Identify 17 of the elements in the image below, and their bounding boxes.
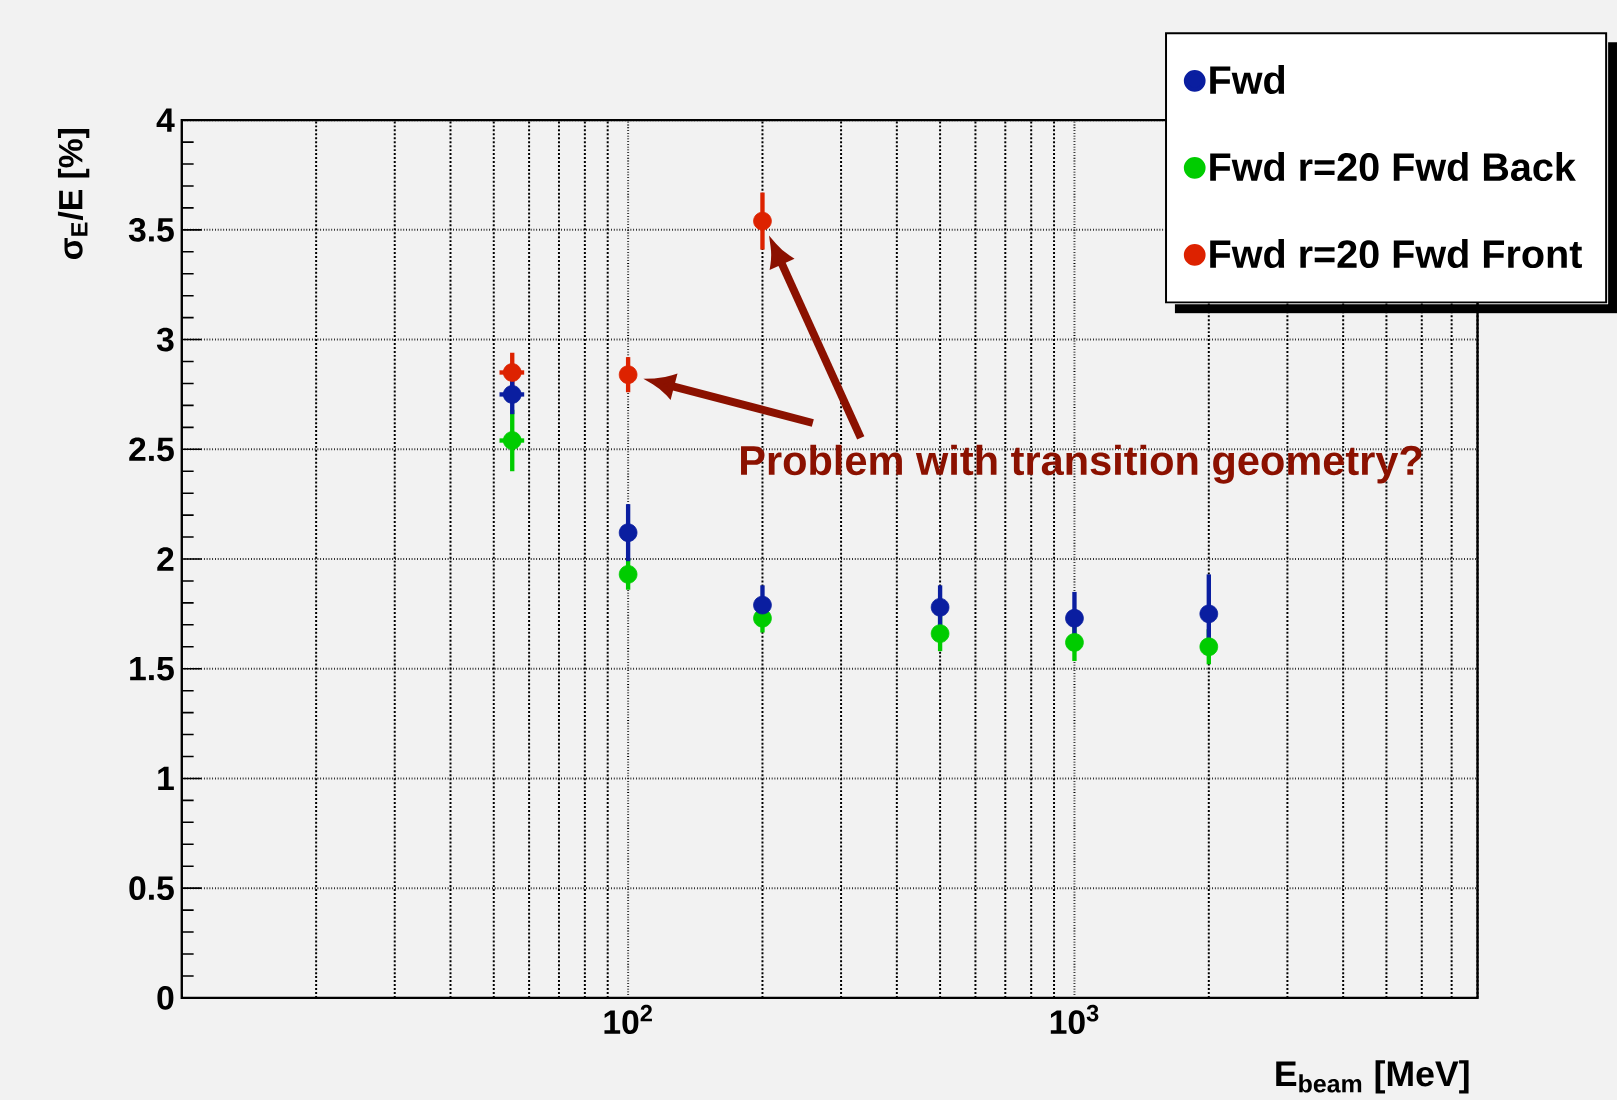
y-tick-label: 3	[156, 327, 174, 352]
y-tick-label: 1.5	[130, 656, 174, 681]
y-axis-title: σ$_{E}$/E [%]	[57, 128, 90, 259]
y-tick-label: 3.5	[128, 217, 174, 242]
y-tick-label: 0.5	[129, 876, 174, 901]
y-tick-label: 1	[158, 766, 174, 790]
legend-label: Fwd	[1210, 64, 1285, 94]
legend-label: Fwd r=20 Fwd Front	[1210, 239, 1582, 269]
x-tick-label: 10$^{3}$	[1050, 1004, 1099, 1034]
y-tick-label: 2	[157, 547, 174, 571]
y-tick-label: 0	[157, 985, 174, 1010]
y-tick-label: 2.5	[129, 437, 174, 462]
legend-label: Fwd r=20 Fwd Back	[1210, 151, 1576, 182]
annotation: Problem with transition geometry?	[741, 444, 1422, 484]
y-tick-label: 4	[156, 108, 175, 132]
x-tick-label: 10$^{2}$	[604, 1004, 652, 1034]
x-axis-title: E$_{beam}$ [MeV]	[1276, 1060, 1469, 1094]
